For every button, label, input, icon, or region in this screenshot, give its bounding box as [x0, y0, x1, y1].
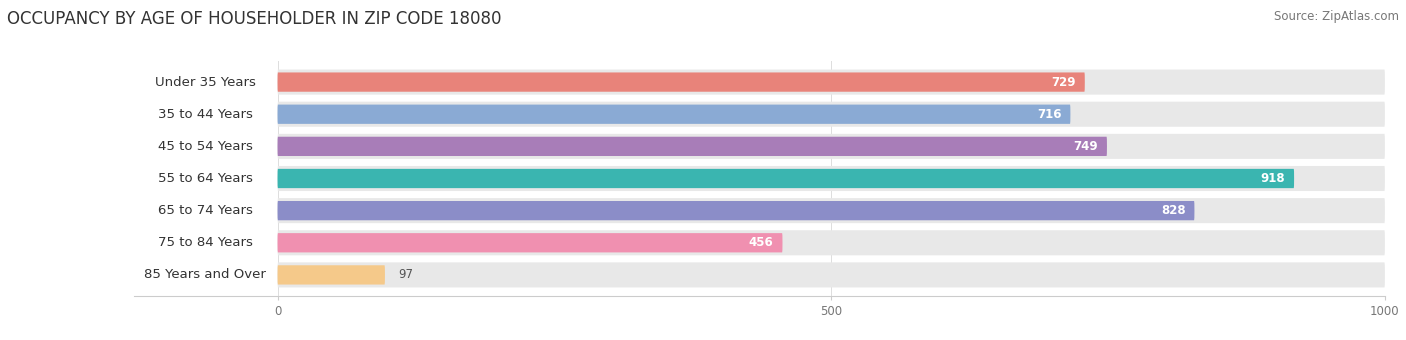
FancyBboxPatch shape: [136, 232, 274, 254]
Text: 828: 828: [1161, 204, 1185, 217]
Text: 456: 456: [749, 236, 773, 249]
FancyBboxPatch shape: [136, 200, 274, 222]
Text: OCCUPANCY BY AGE OF HOUSEHOLDER IN ZIP CODE 18080: OCCUPANCY BY AGE OF HOUSEHOLDER IN ZIP C…: [7, 10, 502, 28]
FancyBboxPatch shape: [136, 264, 274, 286]
Text: 45 to 54 Years: 45 to 54 Years: [157, 140, 253, 153]
Text: 749: 749: [1073, 140, 1098, 153]
FancyBboxPatch shape: [136, 168, 274, 189]
FancyBboxPatch shape: [277, 105, 1070, 124]
FancyBboxPatch shape: [277, 137, 1107, 156]
Text: Under 35 Years: Under 35 Years: [155, 75, 256, 89]
FancyBboxPatch shape: [277, 72, 1085, 92]
FancyBboxPatch shape: [277, 70, 1385, 95]
Text: 729: 729: [1052, 75, 1076, 89]
FancyBboxPatch shape: [277, 265, 385, 285]
Text: 85 Years and Over: 85 Years and Over: [143, 268, 266, 282]
Text: Source: ZipAtlas.com: Source: ZipAtlas.com: [1274, 10, 1399, 23]
FancyBboxPatch shape: [277, 134, 1385, 159]
Text: 716: 716: [1038, 108, 1062, 121]
Text: 65 to 74 Years: 65 to 74 Years: [157, 204, 253, 217]
FancyBboxPatch shape: [136, 103, 274, 125]
FancyBboxPatch shape: [277, 201, 1195, 220]
FancyBboxPatch shape: [277, 233, 783, 252]
FancyBboxPatch shape: [136, 71, 274, 93]
FancyBboxPatch shape: [136, 135, 274, 157]
Text: 75 to 84 Years: 75 to 84 Years: [157, 236, 253, 249]
FancyBboxPatch shape: [277, 198, 1385, 223]
FancyBboxPatch shape: [277, 230, 1385, 255]
FancyBboxPatch shape: [277, 166, 1385, 191]
FancyBboxPatch shape: [277, 169, 1294, 188]
FancyBboxPatch shape: [277, 262, 1385, 287]
Text: 97: 97: [398, 268, 413, 282]
Text: 35 to 44 Years: 35 to 44 Years: [157, 108, 253, 121]
FancyBboxPatch shape: [277, 102, 1385, 127]
Text: 918: 918: [1261, 172, 1285, 185]
Text: 55 to 64 Years: 55 to 64 Years: [157, 172, 253, 185]
